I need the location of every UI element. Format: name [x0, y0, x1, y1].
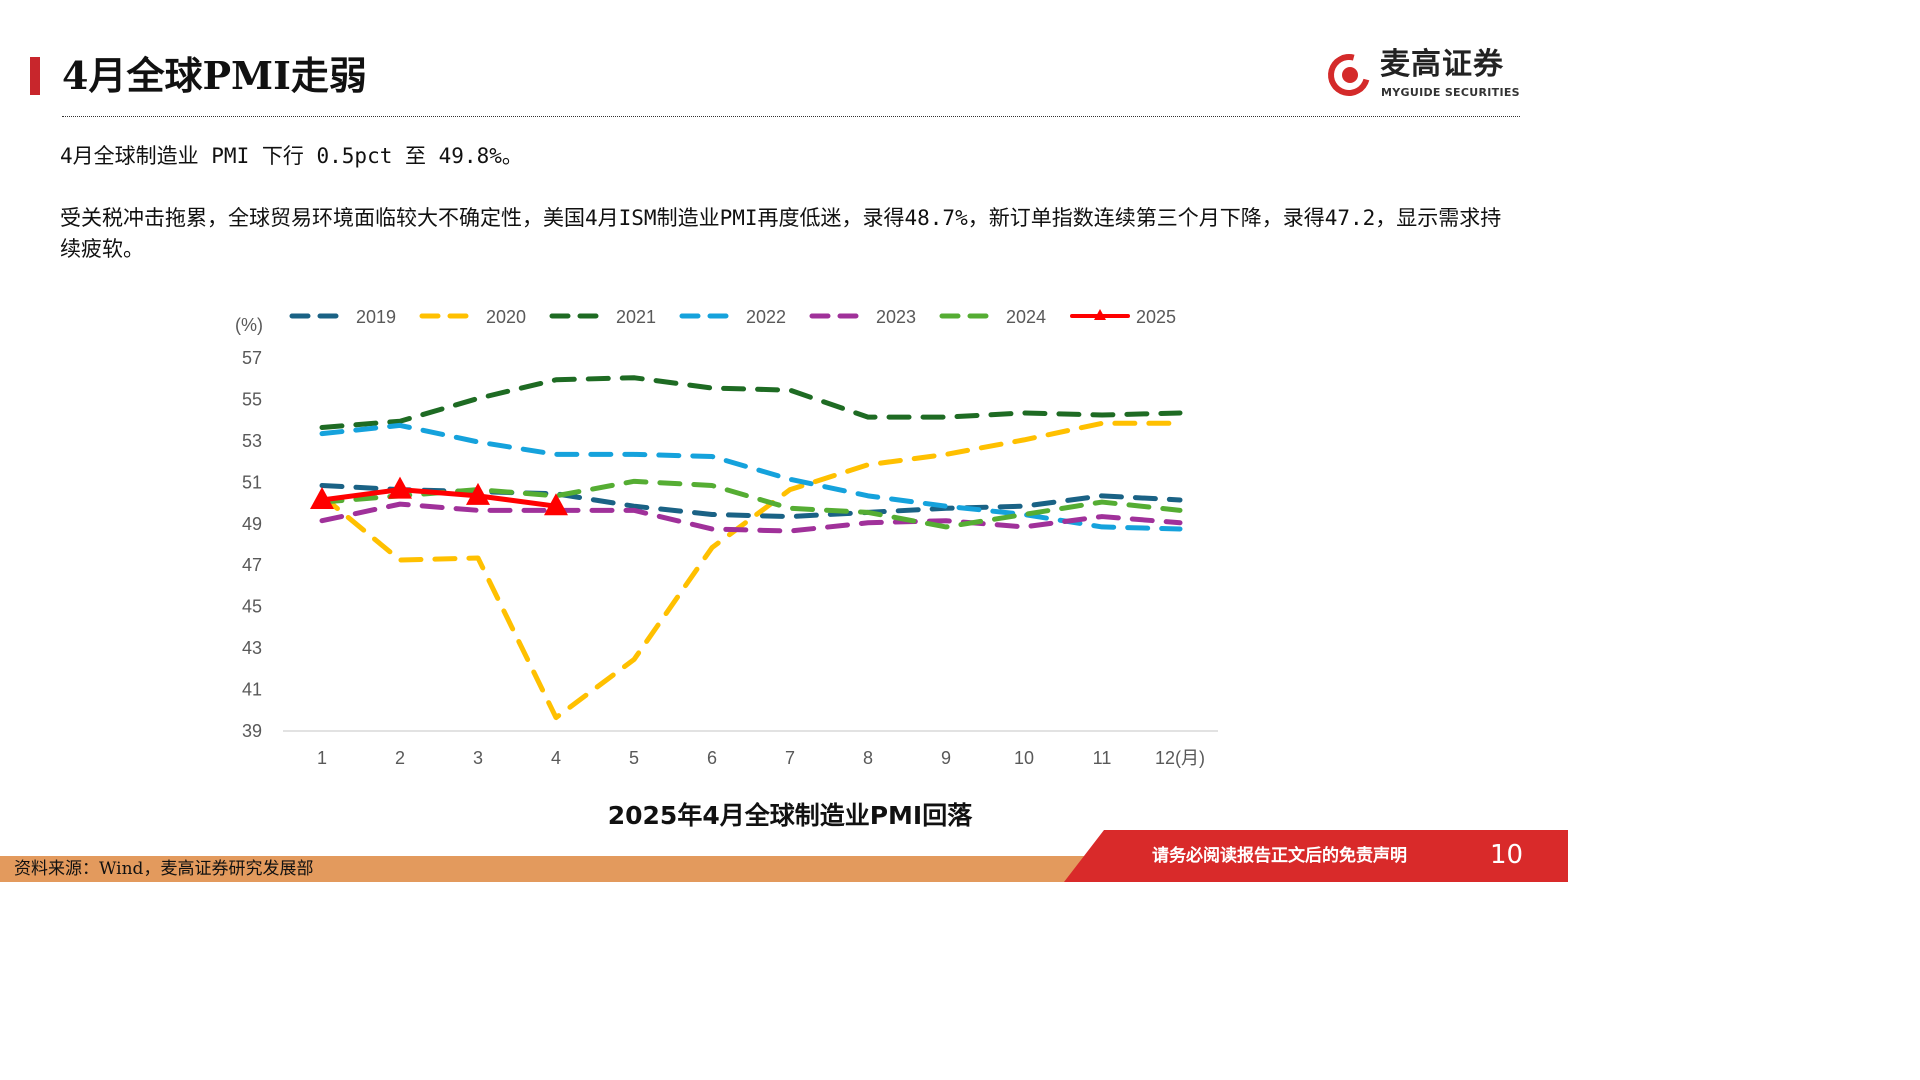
- x-tick-label: 5: [629, 748, 639, 768]
- chart-title: 2025年4月全球制造业PMI回落: [607, 801, 973, 830]
- y-tick-label: 49: [242, 514, 262, 534]
- x-tick-label: 10: [1014, 748, 1034, 768]
- paragraph-detail: 受关税冲击拖累，全球贸易环境面临较大不确定性，美国4月ISM制造业PMI再度低迷…: [60, 206, 1502, 261]
- legend-label: 2025: [1136, 307, 1176, 327]
- data-point-2025-1: [310, 486, 334, 509]
- legend-label: 2022: [746, 307, 786, 327]
- series-lines: [310, 375, 1183, 721]
- legend-item-2020: 2020: [419, 307, 526, 327]
- y-tick-label: 53: [242, 431, 262, 451]
- legend-item-2025: 2025: [1070, 307, 1176, 327]
- data-point-2025-2: [388, 476, 412, 499]
- series-line-2022: [319, 422, 1183, 532]
- x-tick-label: 4: [551, 748, 561, 768]
- legend: 2019 2020 2021 2022 2023 2024 2025: [289, 307, 1176, 327]
- page-number: 10: [1490, 840, 1524, 870]
- footer-red-block: [1064, 830, 1568, 882]
- series-line-2019: [319, 482, 1183, 520]
- x-tick-label: 7: [785, 748, 795, 768]
- legend-item-2024: 2024: [939, 307, 1046, 327]
- y-tick-label: 39: [242, 721, 262, 741]
- legend-label: 2024: [1006, 307, 1046, 327]
- series-line-2023: [319, 501, 1183, 534]
- legend-item-2023: 2023: [809, 307, 916, 327]
- source-note: 资料来源：Wind，麦高证券研究发展部: [14, 859, 314, 879]
- logo: 麦高证券 MYGUIDE SECURITIES: [1320, 46, 1528, 104]
- x-tick-label: 11: [1093, 748, 1112, 768]
- x-tick-label: 2: [395, 748, 405, 768]
- legend-label: 2023: [876, 307, 916, 327]
- pmi-line-chart: (%) 2019 2020 2021 2022 2023 2024 2025 5755535…: [235, 307, 1218, 768]
- y-tick-label: 47: [242, 555, 262, 575]
- legend-marker-triangle: [1094, 309, 1106, 320]
- page-title: 4月全球PMI走弱: [62, 53, 367, 98]
- x-tick-label: 9: [941, 748, 951, 768]
- data-point-2025-4: [544, 493, 568, 516]
- x-tick-label: 3: [473, 748, 483, 768]
- series-line-2020: [319, 420, 1183, 721]
- legend-label: 2020: [486, 307, 526, 327]
- y-tick-label: 41: [242, 680, 262, 700]
- header-divider: [62, 116, 1520, 117]
- series-line-2025: [319, 487, 559, 509]
- legend-label: 2021: [616, 307, 656, 327]
- y-tick-label: 55: [242, 389, 262, 409]
- data-point-2025-3: [466, 482, 490, 505]
- title-accent-bar: [30, 57, 40, 95]
- x-axis: 1 2 3 4 5 6 7 8 9 10 11 12(月): [317, 748, 1205, 768]
- x-tick-label: 8: [863, 748, 873, 768]
- logo-text-en: MYGUIDE SECURITIES: [1381, 86, 1520, 99]
- legend-item-2021: 2021: [549, 307, 656, 327]
- y-axis: 57 55 53 51 49 47 45 43 41 39: [242, 348, 262, 741]
- y-tick-label: 57: [242, 348, 262, 368]
- series-line-2024: [319, 478, 1183, 530]
- logo-text-cn: 麦高证券: [1380, 47, 1504, 82]
- disclaimer-note: 请务必阅读报告正文后的免责声明: [1152, 846, 1407, 866]
- legend-label: 2019: [356, 307, 396, 327]
- series-line-2021: [319, 375, 1183, 430]
- legend-item-2022: 2022: [679, 307, 786, 327]
- legend-item-2019: 2019: [289, 307, 396, 327]
- y-tick-label: 51: [242, 472, 262, 492]
- logo-dot-icon: [1342, 67, 1358, 83]
- y-axis-label: (%): [235, 315, 263, 335]
- x-tick-label: 12(月): [1155, 748, 1205, 768]
- y-tick-label: 45: [242, 597, 262, 617]
- x-tick-label: 1: [317, 748, 327, 768]
- paragraph-summary: 4月全球制造业 PMI 下行 0.5pct 至 49.8%。: [60, 144, 523, 168]
- y-tick-label: 43: [242, 638, 262, 658]
- x-tick-label: 6: [707, 748, 717, 768]
